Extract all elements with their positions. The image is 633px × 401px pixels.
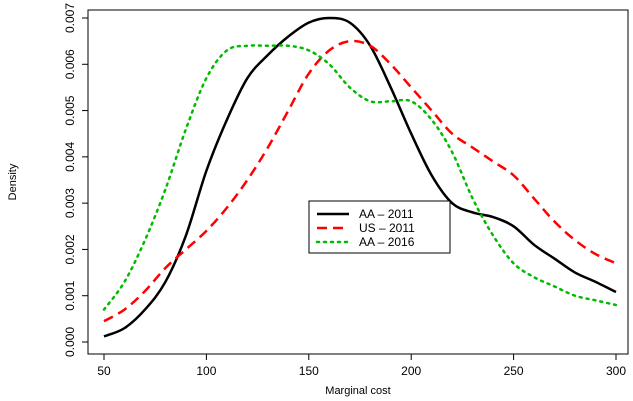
legend-box [308, 200, 451, 254]
y-axis: 0.000 0.001 0.002 0.003 0.004 0.005 0.006 0.007 [63, 3, 89, 357]
legend-label: AA – 2016 [359, 235, 415, 249]
y-tick-label: 0.006 [63, 49, 77, 79]
y-tick-label: 0.000 [63, 327, 77, 357]
y-tick-label: 0.003 [63, 188, 77, 218]
series-line-3 [102, 44, 618, 311]
legend-label: AA – 2011 [359, 207, 414, 221]
y-tick-label: 0.007 [63, 3, 77, 33]
x-tick-label: 250 [504, 364, 524, 378]
series-layer [102, 16, 618, 338]
y-axis-label: Density [7, 163, 19, 200]
legend-label: US – 2011 [359, 221, 415, 235]
x-axis-label: Marginal cost [325, 385, 390, 397]
series-line-2 [103, 39, 617, 323]
plot-frame [87, 9, 629, 355]
series-line-1 [103, 16, 617, 338]
x-tick-label: 100 [196, 364, 216, 378]
x-tick-label: 50 [97, 364, 111, 378]
x-tick-label: 150 [299, 364, 319, 378]
x-axis: 50 100 150 200 250 300 [97, 353, 626, 378]
x-tick-label: 300 [606, 364, 626, 378]
y-tick-label: 0.001 [63, 280, 77, 310]
y-tick-label: 0.002 [63, 234, 77, 264]
y-tick-label: 0.005 [63, 95, 77, 125]
x-tick-label: 200 [401, 364, 421, 378]
y-tick-label: 0.004 [63, 142, 77, 172]
